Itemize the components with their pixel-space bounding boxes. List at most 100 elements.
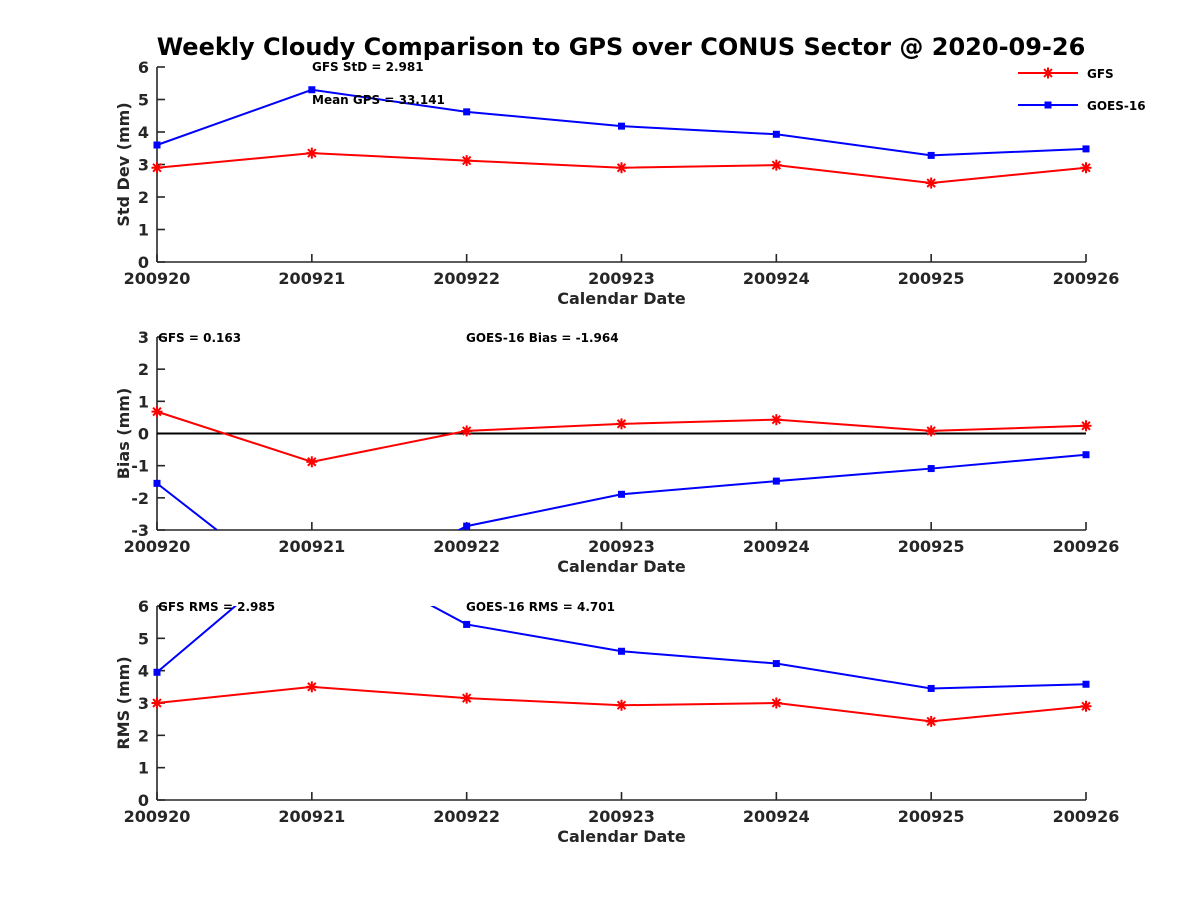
- point-goes-16: [308, 86, 316, 94]
- x-tick-label: 200923: [588, 269, 655, 288]
- x-tick-label: 200925: [898, 269, 965, 288]
- point-goes-16: [153, 141, 161, 149]
- point-gfs: [1080, 700, 1092, 712]
- point-gfs: [616, 418, 627, 430]
- x-tick-label: 200922: [433, 269, 500, 288]
- y-tick-label: 0: [138, 425, 149, 444]
- y-axis-label: RMS (mm): [114, 656, 133, 749]
- x-axis-label: Calendar Date: [557, 289, 686, 308]
- y-tick-label: 1: [138, 759, 149, 778]
- x-tick-label: 200926: [1053, 807, 1120, 826]
- point-gfs: [925, 425, 937, 437]
- annotation: GOES-16 RMS = 4.701: [466, 600, 615, 614]
- legend-label: GOES-16: [1087, 99, 1146, 113]
- legend-label: GFS: [1087, 67, 1114, 81]
- x-tick-label: 200926: [1053, 537, 1120, 556]
- x-tick-label: 200922: [433, 807, 500, 826]
- annotation: GFS RMS = 2.985: [158, 600, 275, 614]
- panel-2: -3 -2 -1 0 1 2 3 200920 200921 200922 200923 200924…: [114, 328, 1120, 607]
- y-tick-label: 5: [138, 629, 149, 648]
- point-goes-16: [927, 465, 935, 473]
- point-goes-16: [618, 122, 625, 130]
- point-gfs: [461, 155, 473, 167]
- y-tick-label: 0: [138, 791, 149, 810]
- series-group: [151, 86, 1092, 189]
- point-goes-16: [772, 477, 780, 485]
- point-gfs: [306, 147, 318, 159]
- panel-3: 0 1 2 3 4 5 6 200920 200921 200922 200923 200924 200…: [114, 597, 1120, 846]
- x-tick-label: 200920: [124, 807, 191, 826]
- point-gfs: [151, 406, 163, 418]
- legend-marker: [1044, 101, 1052, 109]
- legend: GFS GOES-16: [1018, 67, 1146, 113]
- point-gfs: [306, 456, 318, 468]
- y-tick-label: 3: [138, 156, 149, 175]
- x-axis-label: Calendar Date: [557, 827, 686, 846]
- point-goes-16: [308, 600, 315, 607]
- y-tick-label: -1: [131, 457, 149, 476]
- x-tick-label: 200923: [588, 537, 655, 556]
- point-goes-16: [153, 479, 161, 487]
- y-tick-label: 2: [138, 726, 149, 745]
- x-tick-label: 200922: [433, 537, 500, 556]
- x-tick-label: 200920: [124, 537, 191, 556]
- chart-title: Weekly Cloudy Comparison to GPS over CON…: [157, 33, 1086, 61]
- y-tick-label: 5: [138, 91, 149, 110]
- x-tick-label: 200921: [278, 269, 345, 288]
- annotation: GFS StD = 2.981: [312, 60, 424, 74]
- point-gfs: [151, 697, 163, 709]
- point-goes-16: [1082, 680, 1090, 688]
- point-goes-16: [463, 522, 471, 530]
- series-line-goes-16: [156, 88, 1087, 157]
- x-axis-label: Calendar Date: [557, 557, 686, 576]
- y-tick-label: 6: [138, 58, 149, 77]
- legend-marker: [1042, 67, 1054, 79]
- point-gfs: [1080, 162, 1092, 174]
- point-gfs: [306, 681, 318, 693]
- point-gfs: [770, 697, 782, 709]
- x-tick-label: 200925: [898, 807, 965, 826]
- point-gfs: [925, 177, 937, 189]
- x-tick-label: 200921: [278, 537, 345, 556]
- point-goes-16: [618, 647, 625, 655]
- y-axis-label: Std Dev (mm): [114, 102, 133, 226]
- y-tick-label: 2: [138, 188, 149, 207]
- point-goes-16: [927, 684, 935, 692]
- y-tick-label: 2: [138, 360, 149, 379]
- panel-1: 0 1 2 3 4 5 6 200920 200921 200922 200923 200924 200…: [114, 58, 1119, 308]
- point-gfs: [616, 699, 627, 711]
- y-tick-label: -2: [131, 489, 149, 508]
- x-tick-label: 200924: [743, 537, 810, 556]
- series-group: [151, 406, 1092, 607]
- point-gfs: [151, 162, 163, 174]
- y-tick-label: -3: [131, 521, 149, 540]
- point-goes-16: [1082, 145, 1090, 153]
- y-tick-label: 1: [138, 221, 149, 240]
- y-tick-label: 4: [138, 123, 149, 142]
- point-goes-16: [153, 668, 161, 676]
- point-gfs: [770, 414, 782, 426]
- y-tick-label: 3: [138, 328, 149, 347]
- y-tick-label: 4: [138, 662, 149, 681]
- point-goes-16: [463, 620, 471, 628]
- legend-item-goes-16: GOES-16: [1018, 99, 1146, 113]
- point-gfs: [616, 162, 627, 174]
- x-tick-label: 200920: [124, 269, 191, 288]
- y-tick-label: 1: [138, 392, 149, 411]
- point-goes-16: [927, 151, 935, 159]
- x-tick-label: 200925: [898, 537, 965, 556]
- point-gfs: [925, 715, 937, 727]
- point-gfs: [770, 159, 782, 171]
- x-tick-label: 200921: [278, 807, 345, 826]
- point-goes-16: [1082, 451, 1090, 459]
- annotation: GOES-16 Bias = -1.964: [466, 331, 619, 345]
- x-tick-label: 200924: [743, 269, 810, 288]
- annotation: GFS = 0.163: [158, 331, 241, 345]
- point-gfs: [461, 692, 473, 704]
- x-tick-label: 200926: [1053, 269, 1120, 288]
- point-gfs: [1080, 420, 1092, 432]
- point-goes-16: [463, 108, 471, 116]
- y-tick-label: 6: [138, 597, 149, 616]
